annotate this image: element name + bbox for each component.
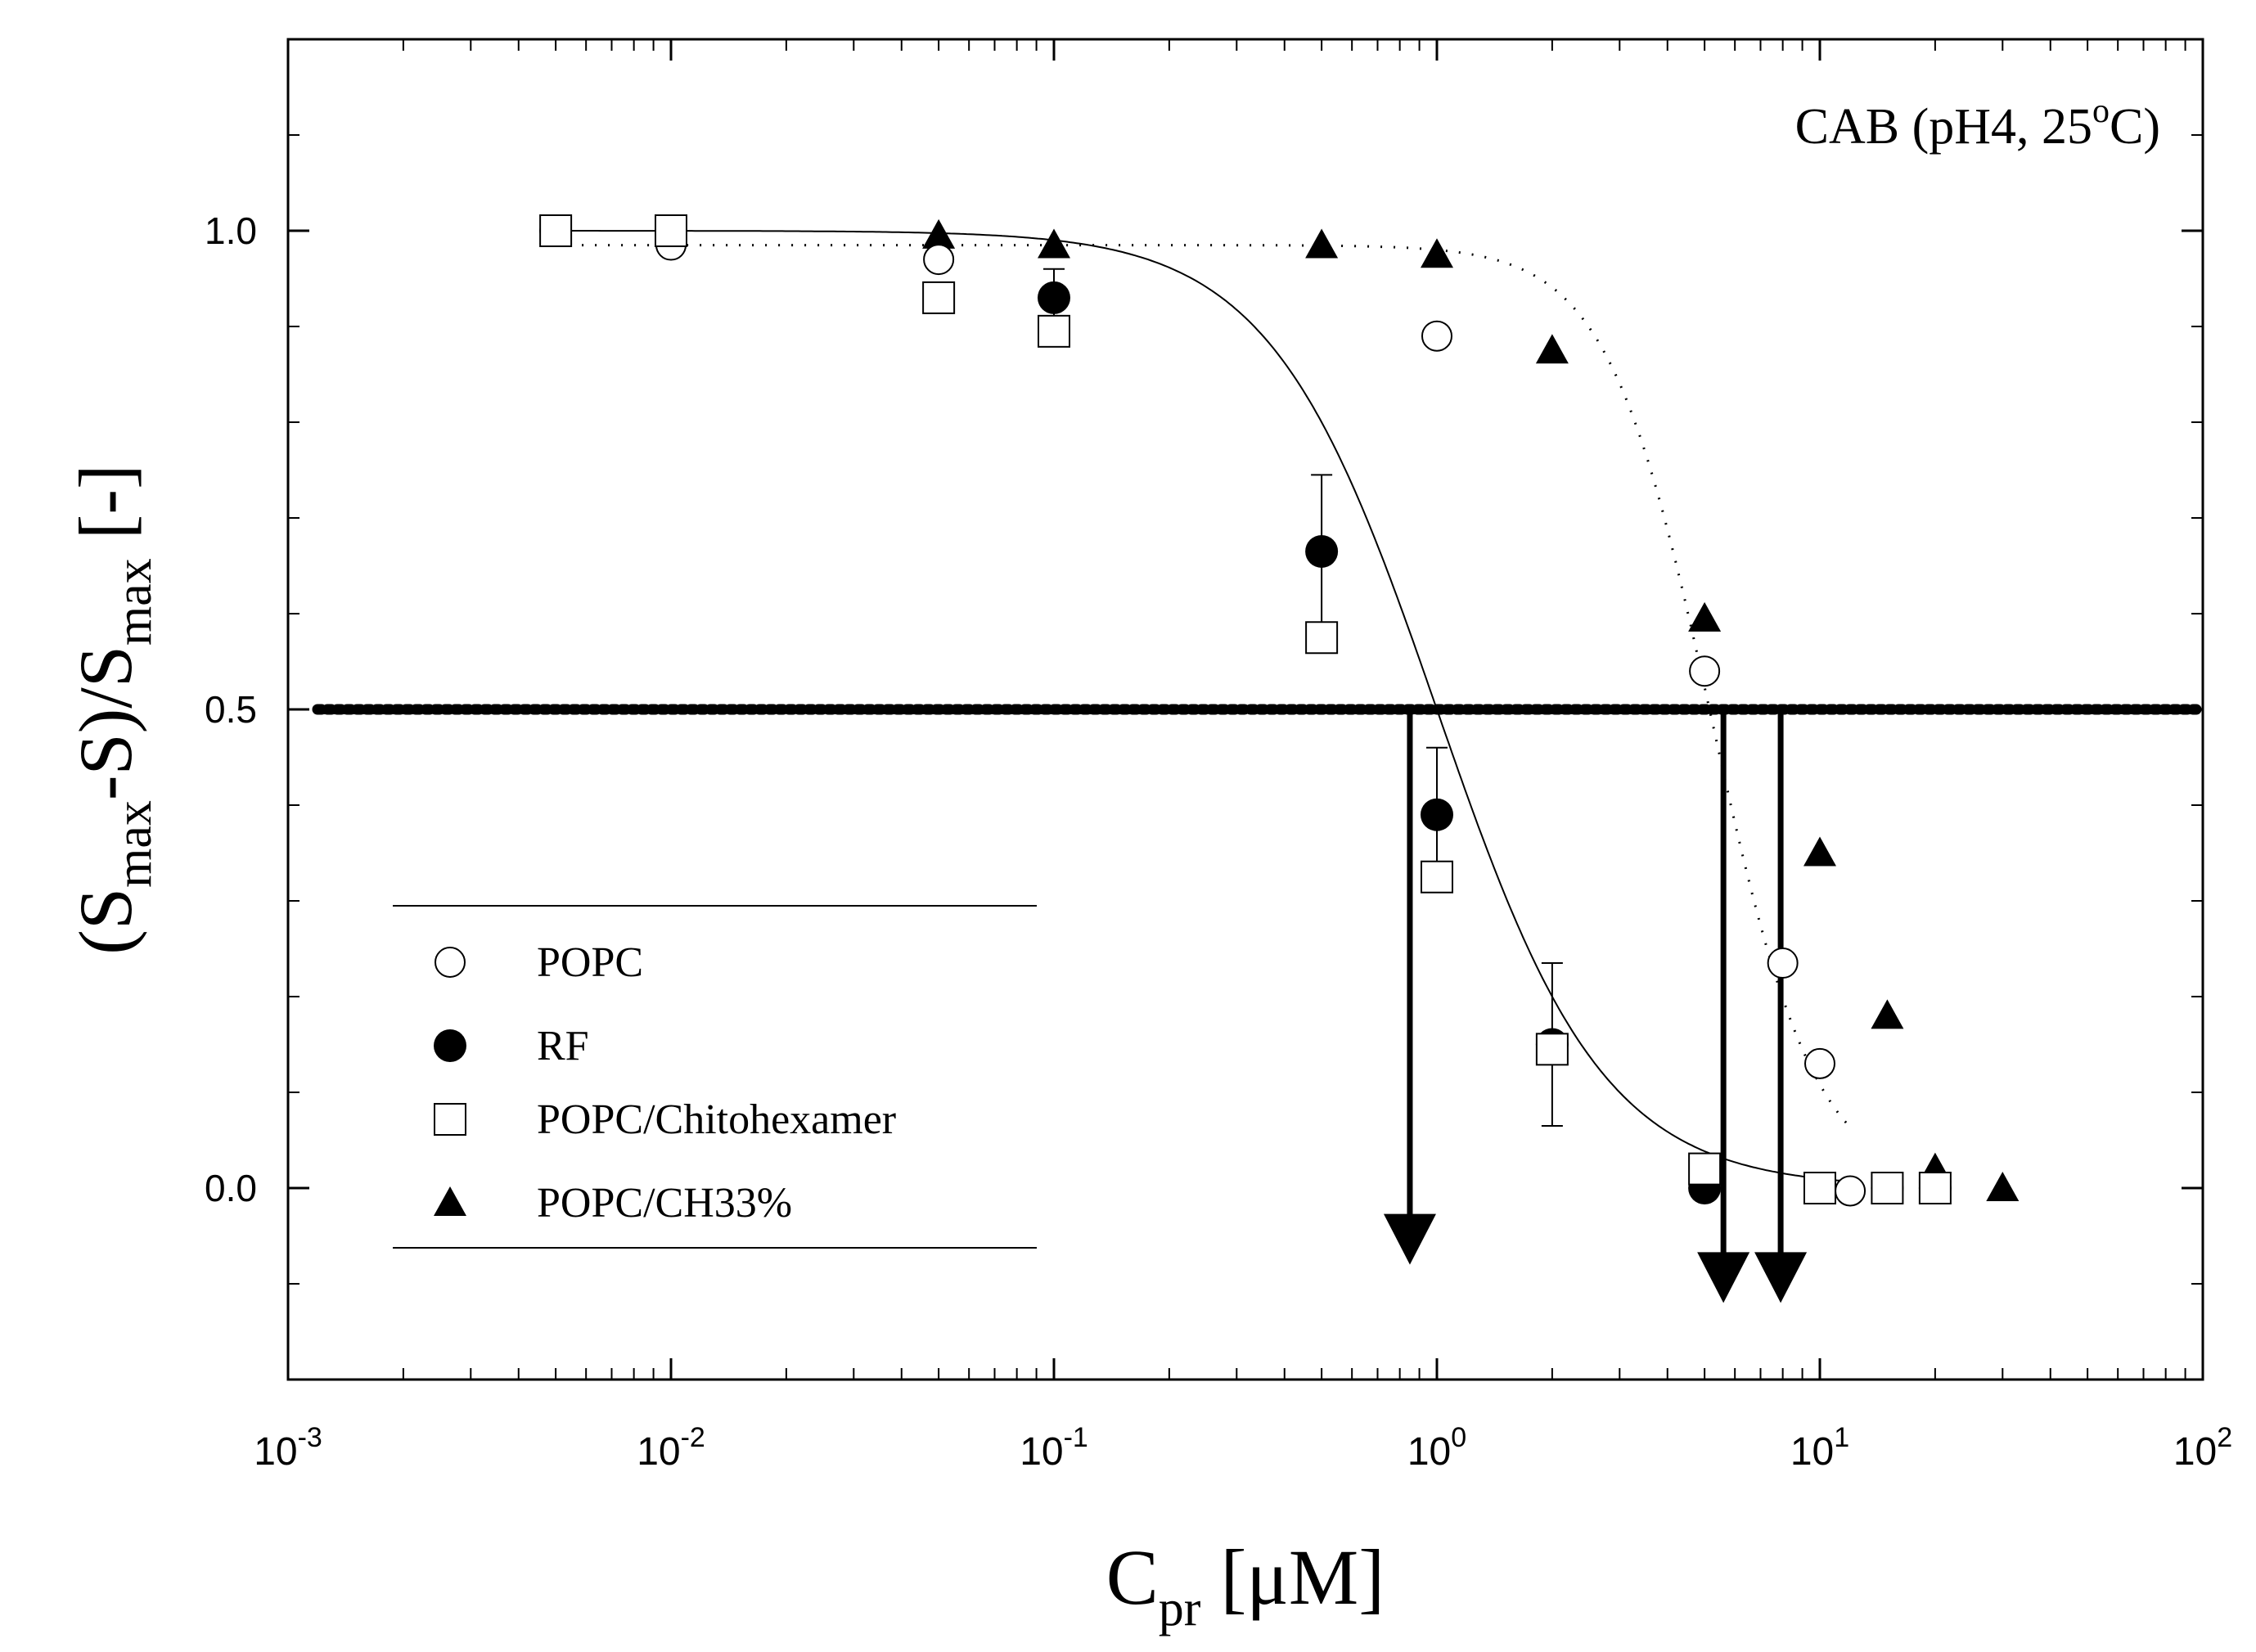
point-popc-chitohexamer: [1421, 860, 1453, 894]
chart-annotation: CAB (pH4, 25oC): [1795, 92, 2160, 155]
error-bars: [1043, 268, 1563, 1127]
popc-fit-curve: [556, 244, 1852, 1128]
point-popc-chitohexamer: [1803, 1172, 1836, 1204]
point-rf: [1421, 798, 1453, 831]
point-popc-chitohexamer: [1918, 1172, 1952, 1204]
point-rf: [1038, 281, 1070, 314]
legend: POPC RF POPC/Chitohexamer POPC/CH33%: [393, 905, 1037, 1249]
x-tick-label: 10-3: [254, 1422, 322, 1474]
x-tick-label: 100: [1407, 1422, 1466, 1474]
point-popc-ch33-: [1421, 238, 1453, 268]
y-tick-labels: 0.0 0.5 1.0: [205, 209, 257, 1209]
point-popc-chitohexamer: [655, 214, 687, 247]
point-popc-chitohexamer: [1038, 314, 1070, 348]
arrow-head: [1754, 1252, 1808, 1303]
point-popc-chitohexamer: [1305, 621, 1339, 655]
point-popc: [1767, 948, 1799, 979]
x-tick-label: 10-1: [1020, 1422, 1088, 1474]
point-popc: [923, 244, 955, 276]
x-axis-label: Cpr [μM]: [1106, 1533, 1385, 1636]
data-points: [539, 214, 2020, 1207]
y-tick-label: 1.0: [205, 209, 257, 252]
legend-marker: [434, 1186, 466, 1216]
legend-label: RF: [537, 1023, 589, 1069]
y-axis-label: (Smax-S)/Smax [-]: [64, 464, 162, 954]
point-popc-ch33-: [1305, 228, 1339, 259]
point-popc-chitohexamer: [1535, 1033, 1569, 1066]
point-popc: [1689, 655, 1721, 687]
legend-label: POPC/CH33%: [537, 1180, 792, 1227]
legend-marker: [434, 1029, 466, 1062]
point-popc-ch33-: [1803, 836, 1836, 867]
legend-label: POPC: [537, 939, 643, 986]
rf-fit-curve: [556, 230, 1851, 1182]
point-popc-ch33-: [1986, 1172, 2020, 1201]
point-popc: [1421, 320, 1452, 352]
arrow-head: [1697, 1252, 1750, 1303]
y-tick-label: 0.5: [205, 688, 257, 731]
x-tick-label: 10-2: [637, 1422, 705, 1474]
x-tick-labels: 10-3 10-2 10-1 100 101 102: [254, 1422, 2232, 1474]
point-popc-ch33-: [1038, 228, 1070, 259]
arrow-head: [1383, 1213, 1436, 1265]
point-popc-chitohexamer: [1871, 1172, 1904, 1204]
point-popc: [1835, 1175, 1866, 1207]
x-tick-label: 101: [1790, 1422, 1849, 1474]
legend-marker: [435, 947, 466, 978]
major-ticks: [286, 39, 2204, 1380]
point-rf: [1305, 534, 1339, 568]
y-tick-label: 0.0: [205, 1167, 257, 1209]
point-popc-chitohexamer: [922, 281, 956, 314]
point-popc-chitohexamer: [1688, 1152, 1722, 1186]
minor-ticks: [288, 39, 2203, 1380]
point-popc-ch33-: [1871, 999, 1904, 1029]
point-popc-ch33-: [922, 218, 956, 249]
point-popc-ch33-: [1535, 334, 1569, 364]
legend-label: POPC/Chitohexamer: [537, 1096, 896, 1143]
point-popc: [1804, 1047, 1835, 1079]
point-popc-chitohexamer: [539, 214, 573, 247]
arrows: [1383, 709, 1808, 1303]
point-popc-ch33-: [1688, 601, 1722, 632]
x-tick-label: 102: [2173, 1422, 2232, 1474]
legend-marker: [434, 1103, 466, 1136]
fit-curves: [556, 230, 1852, 1182]
